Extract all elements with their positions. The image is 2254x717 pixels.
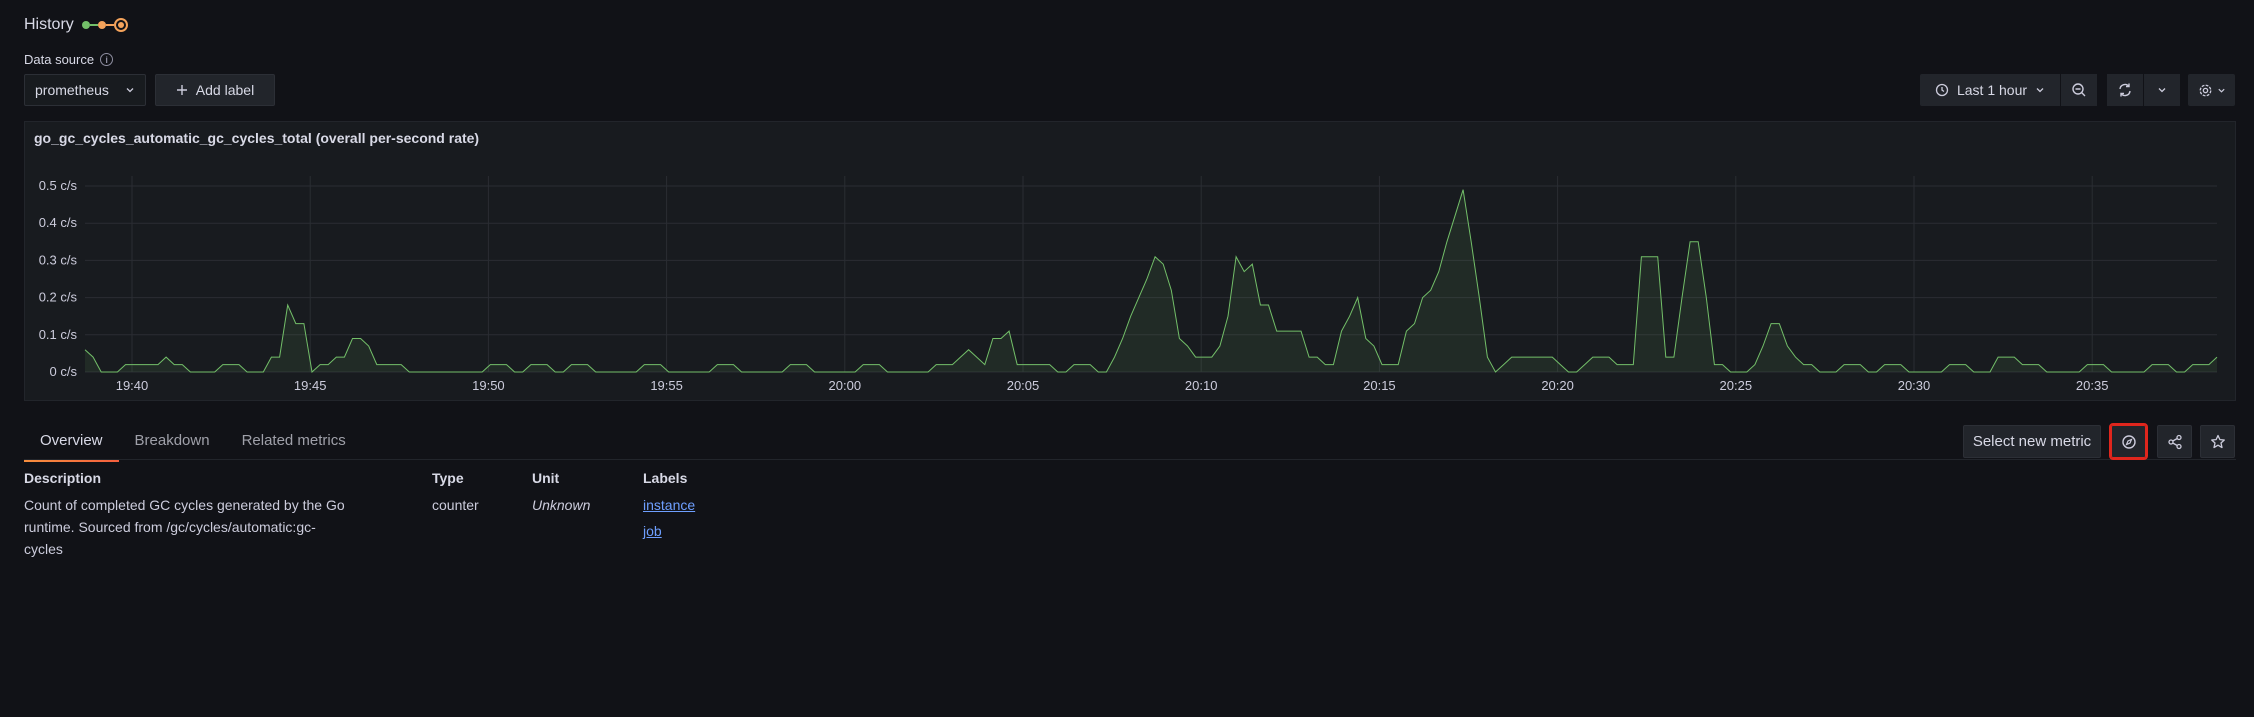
x-tick-label: 20:25 bbox=[1720, 378, 1753, 393]
chevron-down-icon bbox=[2036, 88, 2044, 93]
datasource-value: prometheus bbox=[35, 82, 109, 98]
unit-header: Unit bbox=[532, 470, 560, 486]
history-header: History bbox=[24, 14, 128, 36]
datasource-select[interactable]: prometheus bbox=[24, 74, 146, 106]
clock-icon bbox=[1935, 83, 1949, 97]
x-tick-label: 20:15 bbox=[1363, 378, 1396, 393]
unit-value: Unknown bbox=[532, 497, 591, 513]
series-line bbox=[84, 189, 2218, 373]
star-icon bbox=[2210, 434, 2225, 448]
chevron-down-icon bbox=[2158, 88, 2166, 93]
label-link-job[interactable]: job bbox=[643, 523, 662, 539]
zoom-out-button[interactable] bbox=[2061, 74, 2097, 106]
tab-overview[interactable]: Overview bbox=[24, 426, 119, 462]
datasource-label-row: Data source i bbox=[24, 52, 114, 67]
share-button[interactable] bbox=[2157, 425, 2192, 458]
add-label-button[interactable]: Add label bbox=[155, 74, 275, 106]
type-header: Type bbox=[432, 470, 464, 486]
explore-button[interactable] bbox=[2109, 423, 2148, 460]
description-header: Description bbox=[24, 470, 102, 486]
gear-icon bbox=[2199, 84, 2211, 96]
panel-title: go_gc_cycles_automatic_gc_cycles_total (… bbox=[34, 130, 480, 146]
type-value: counter bbox=[432, 497, 479, 513]
tab-bar: Overview Breakdown Related metrics bbox=[24, 426, 362, 462]
refresh-group bbox=[2107, 74, 2180, 106]
y-tick-label: 0.5 c/s bbox=[39, 178, 78, 193]
time-range-label: Last 1 hour bbox=[1956, 82, 2028, 98]
tab-related-metrics[interactable]: Related metrics bbox=[241, 432, 346, 449]
labels-header: Labels bbox=[643, 470, 688, 486]
select-new-metric-button[interactable]: Select new metric bbox=[1963, 425, 2101, 458]
x-tick-label: 19:55 bbox=[650, 378, 683, 393]
y-tick-label: 0.3 c/s bbox=[39, 252, 78, 267]
description-line: cycles bbox=[24, 541, 63, 557]
y-tick-label: 0 c/s bbox=[50, 364, 78, 379]
x-tick-label: 19:40 bbox=[116, 378, 149, 393]
refresh-icon bbox=[2119, 83, 2131, 97]
zoom-out-icon bbox=[2072, 83, 2086, 97]
history-label: History bbox=[24, 16, 74, 33]
add-label-text: Add label bbox=[195, 82, 255, 98]
x-tick-label: 20:00 bbox=[829, 378, 862, 393]
series-area bbox=[85, 189, 2217, 372]
metric-graph-panel: go_gc_cycles_automatic_gc_cycles_total (… bbox=[24, 121, 2236, 401]
label-link-instance[interactable]: instance bbox=[643, 497, 696, 513]
refresh-interval-dropdown[interactable] bbox=[2144, 74, 2180, 106]
time-range-picker[interactable]: Last 1 hour bbox=[1920, 74, 2060, 106]
bookmark-star-button[interactable] bbox=[2200, 425, 2235, 458]
x-tick-label: 19:45 bbox=[294, 378, 327, 393]
description-text: Count of completed GC cycles generated b… bbox=[24, 494, 404, 560]
chevron-down-icon bbox=[2217, 88, 2225, 93]
compass-icon bbox=[2121, 434, 2136, 449]
chevron-down-icon bbox=[126, 88, 134, 93]
history-steps-icon[interactable] bbox=[81, 18, 128, 32]
plus-icon bbox=[176, 85, 187, 95]
refresh-button[interactable] bbox=[2107, 74, 2143, 106]
description-line: Count of completed GC cycles generated b… bbox=[24, 497, 345, 513]
settings-button[interactable] bbox=[2188, 74, 2235, 106]
datasource-label: Data source bbox=[24, 52, 95, 67]
info-icon[interactable]: i bbox=[100, 53, 114, 66]
tab-divider bbox=[24, 459, 2236, 460]
time-series-chart[interactable]: 0 c/s 0.1 c/s 0.2 c/s 0.3 c/s 0.4 c/s 0.5 c/s… bbox=[25, 122, 2237, 402]
x-tick-label: 19:50 bbox=[472, 378, 505, 393]
y-tick-label: 0.1 c/s bbox=[39, 327, 78, 342]
tab-breakdown[interactable]: Breakdown bbox=[134, 432, 210, 449]
y-tick-label: 0.4 c/s bbox=[39, 215, 78, 230]
x-tick-label: 20:10 bbox=[1185, 378, 1218, 393]
description-line: runtime. Sourced from /gc/cycles/automat… bbox=[24, 519, 316, 535]
time-picker-group: Last 1 hour bbox=[1920, 74, 2097, 106]
x-tick-label: 20:35 bbox=[2076, 378, 2109, 393]
x-tick-label: 20:20 bbox=[1541, 378, 1574, 393]
share-icon bbox=[2167, 434, 2182, 449]
y-tick-label: 0.2 c/s bbox=[39, 290, 78, 305]
x-tick-label: 20:05 bbox=[1007, 378, 1040, 393]
x-tick-label: 20:30 bbox=[1898, 378, 1931, 393]
